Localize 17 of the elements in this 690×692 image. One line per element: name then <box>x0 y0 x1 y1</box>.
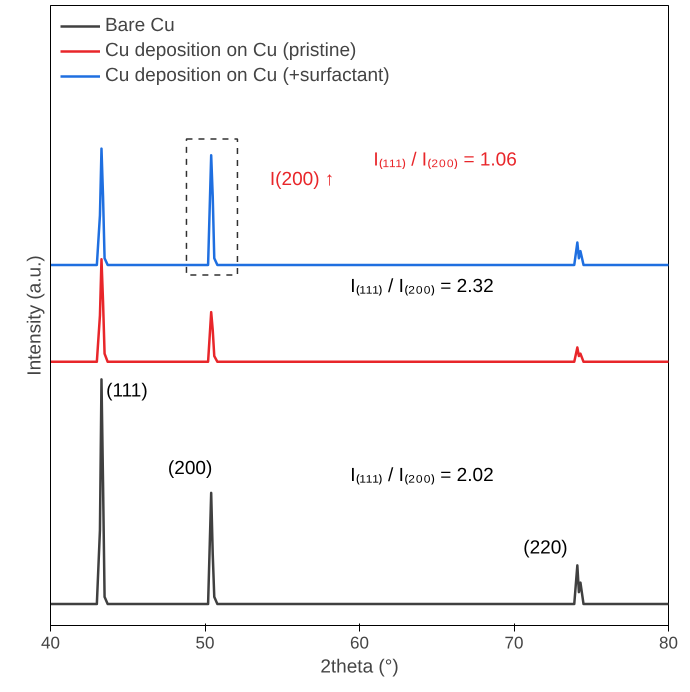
annotation: (220) <box>523 537 568 558</box>
x-tick-label: 60 <box>350 634 369 652</box>
annotation: I₍₁₁₁₎ / I₍₂₀₀₎ = 2.32 <box>350 276 494 297</box>
x-axis-title: 2theta (°) <box>320 656 399 678</box>
legend-label: Bare Cu <box>105 15 175 37</box>
x-tick-label: 70 <box>504 634 524 652</box>
x-tick-label: 80 <box>659 634 678 652</box>
annotation: (111) <box>106 380 148 402</box>
x-tick-label: 50 <box>196 634 214 652</box>
annotation: I₍₁₁₁₎ / I₍₂₀₀₎ = 2.02 <box>350 464 494 486</box>
x-tick-label: 40 <box>41 634 60 652</box>
annotation: (200) <box>168 458 212 480</box>
annotation: I(200) ↑ <box>270 169 334 190</box>
legend-label: Cu deposition on Cu (pristine) <box>105 40 356 62</box>
annotation: I₍₁₁₁₎ / I₍₂₀₀₎ = 1.06 <box>373 150 517 171</box>
legend-label: Cu deposition on Cu (+surfactant) <box>105 65 390 87</box>
y-axis-title: Intensity (a.u.) <box>24 255 46 376</box>
